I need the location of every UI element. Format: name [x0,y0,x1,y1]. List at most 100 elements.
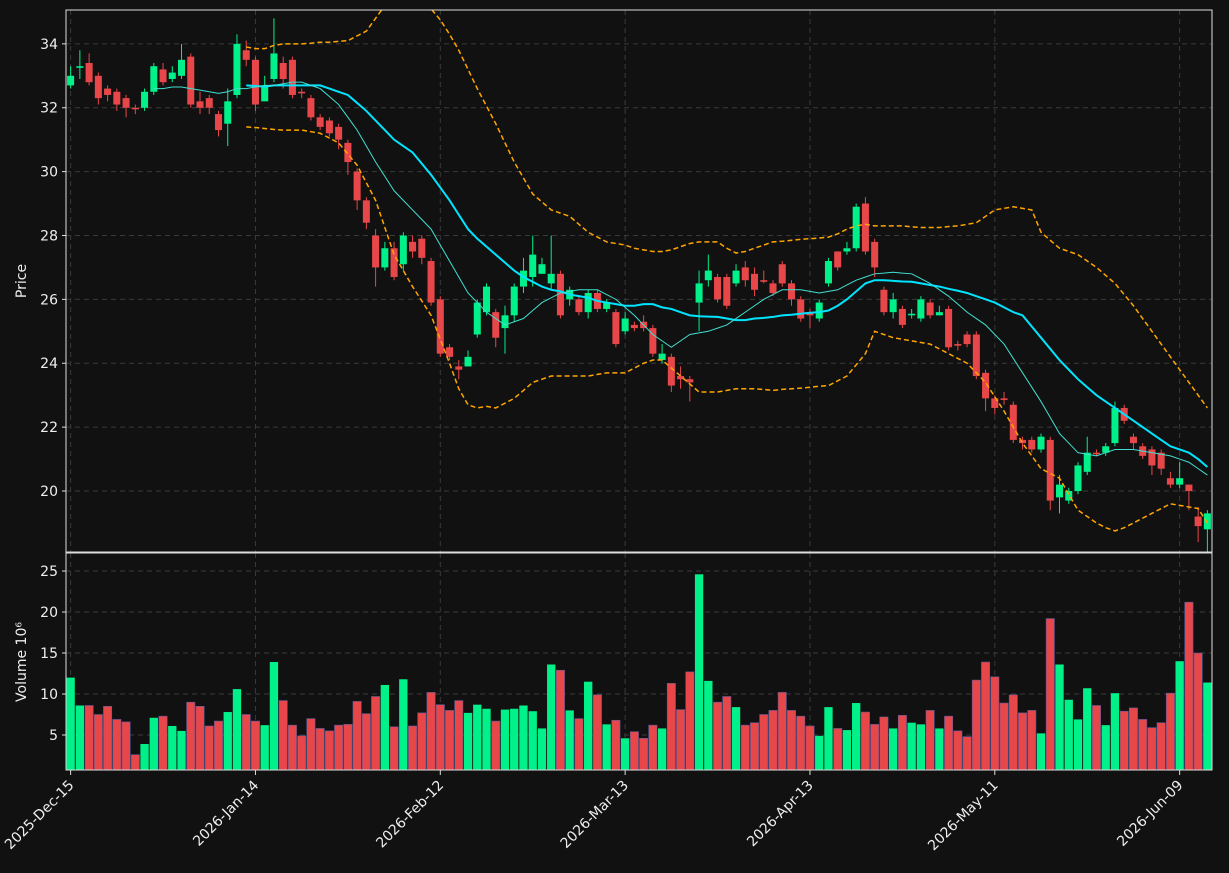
candle-body [1157,452,1165,469]
candle-body [991,398,999,408]
volume-bar [232,689,242,770]
candle-body [1092,452,1100,455]
volume-bar [981,661,991,771]
candle-body [824,261,832,284]
volume-bar [602,724,611,770]
candle-body [778,264,786,284]
volume-bar [676,709,686,771]
volume-bar [1055,664,1064,770]
candle-body [1083,452,1091,472]
volume-bar [66,677,75,770]
candle-body [1166,478,1174,485]
candle-body [1102,446,1110,453]
candle-body [279,63,287,79]
y-tick-label: 26 [40,292,58,308]
volume-bar [648,724,658,771]
candle-body [298,91,306,94]
candle-body [667,356,675,386]
candle-body [492,312,500,338]
price-axis-label: Price [14,264,30,298]
candle-body [251,59,259,105]
candle-body [168,72,176,79]
volume-bar [528,711,537,770]
volume-bar [666,683,676,771]
y-tick-label: 20 [40,484,58,500]
candle-body [1176,478,1184,485]
candle-body [917,299,925,319]
volume-bar [75,705,85,770]
candle-body [473,302,481,335]
volume-bar [278,700,288,771]
candle-body [390,248,398,278]
volume-bar [287,724,297,771]
candle-body [399,235,407,265]
plot-frame [65,552,1213,771]
volume-bar [584,681,593,770]
candle-body [723,277,731,306]
volume-bar [241,714,251,771]
volume-bar [1175,661,1184,770]
candle-body [409,241,417,252]
candle-body [270,53,278,79]
volume-bar [1018,712,1027,771]
candle-body [556,273,564,316]
overlay-line [153,81,1208,476]
candle-body [963,334,971,345]
y-tick-label: 20 [40,605,58,621]
candle-body [1055,484,1064,498]
volume-bar [260,725,269,770]
y-tick-label: 25 [40,564,58,580]
volume-bar [417,712,427,771]
volume-bar [140,744,149,770]
volume-bar [620,738,630,770]
volume-bar [482,708,491,770]
y-tick-label: 10 [40,687,58,703]
candle-body [214,114,223,131]
candle-body [353,171,361,201]
candle-body [141,91,149,108]
volume-bar [168,725,177,770]
candle-body [178,59,186,76]
candle-body [630,324,638,329]
volume-bar [925,710,935,771]
candle-body [972,334,980,377]
volume-bar [463,712,473,770]
candle-body [1185,484,1193,491]
volume-bar [426,692,436,771]
volume-bar [777,692,787,771]
candle-body [898,308,906,325]
volume-bar [352,701,362,771]
candle-body [704,270,712,281]
candle-body [113,91,121,105]
candles [67,10,1211,552]
candle-body [695,283,703,303]
candle-body [834,251,842,268]
volume-bar [389,726,399,771]
candle-body [150,66,158,92]
plot-frame [65,9,1213,553]
volume-bar [722,696,732,771]
candle-body [122,98,130,108]
overlay-line [246,10,1208,409]
volume-bar [214,720,223,771]
candle-body [926,302,934,316]
candle-body [94,75,102,99]
volume-bar [1147,727,1157,771]
volume-bar [435,704,445,771]
candle-body [908,313,916,316]
volume-bar [1045,618,1055,771]
candle-body [104,88,112,95]
volume-bar [445,710,454,771]
candle-body [307,98,315,118]
volume-bar [731,707,741,770]
candle-body [843,248,851,252]
candle-body [741,267,749,281]
candle-body [288,59,296,95]
volume-bar [1184,601,1194,771]
candle-body [815,302,823,319]
volume-bar [306,718,316,771]
candle-body [769,283,777,293]
candle-body [159,69,167,83]
volume-bar [796,715,806,771]
